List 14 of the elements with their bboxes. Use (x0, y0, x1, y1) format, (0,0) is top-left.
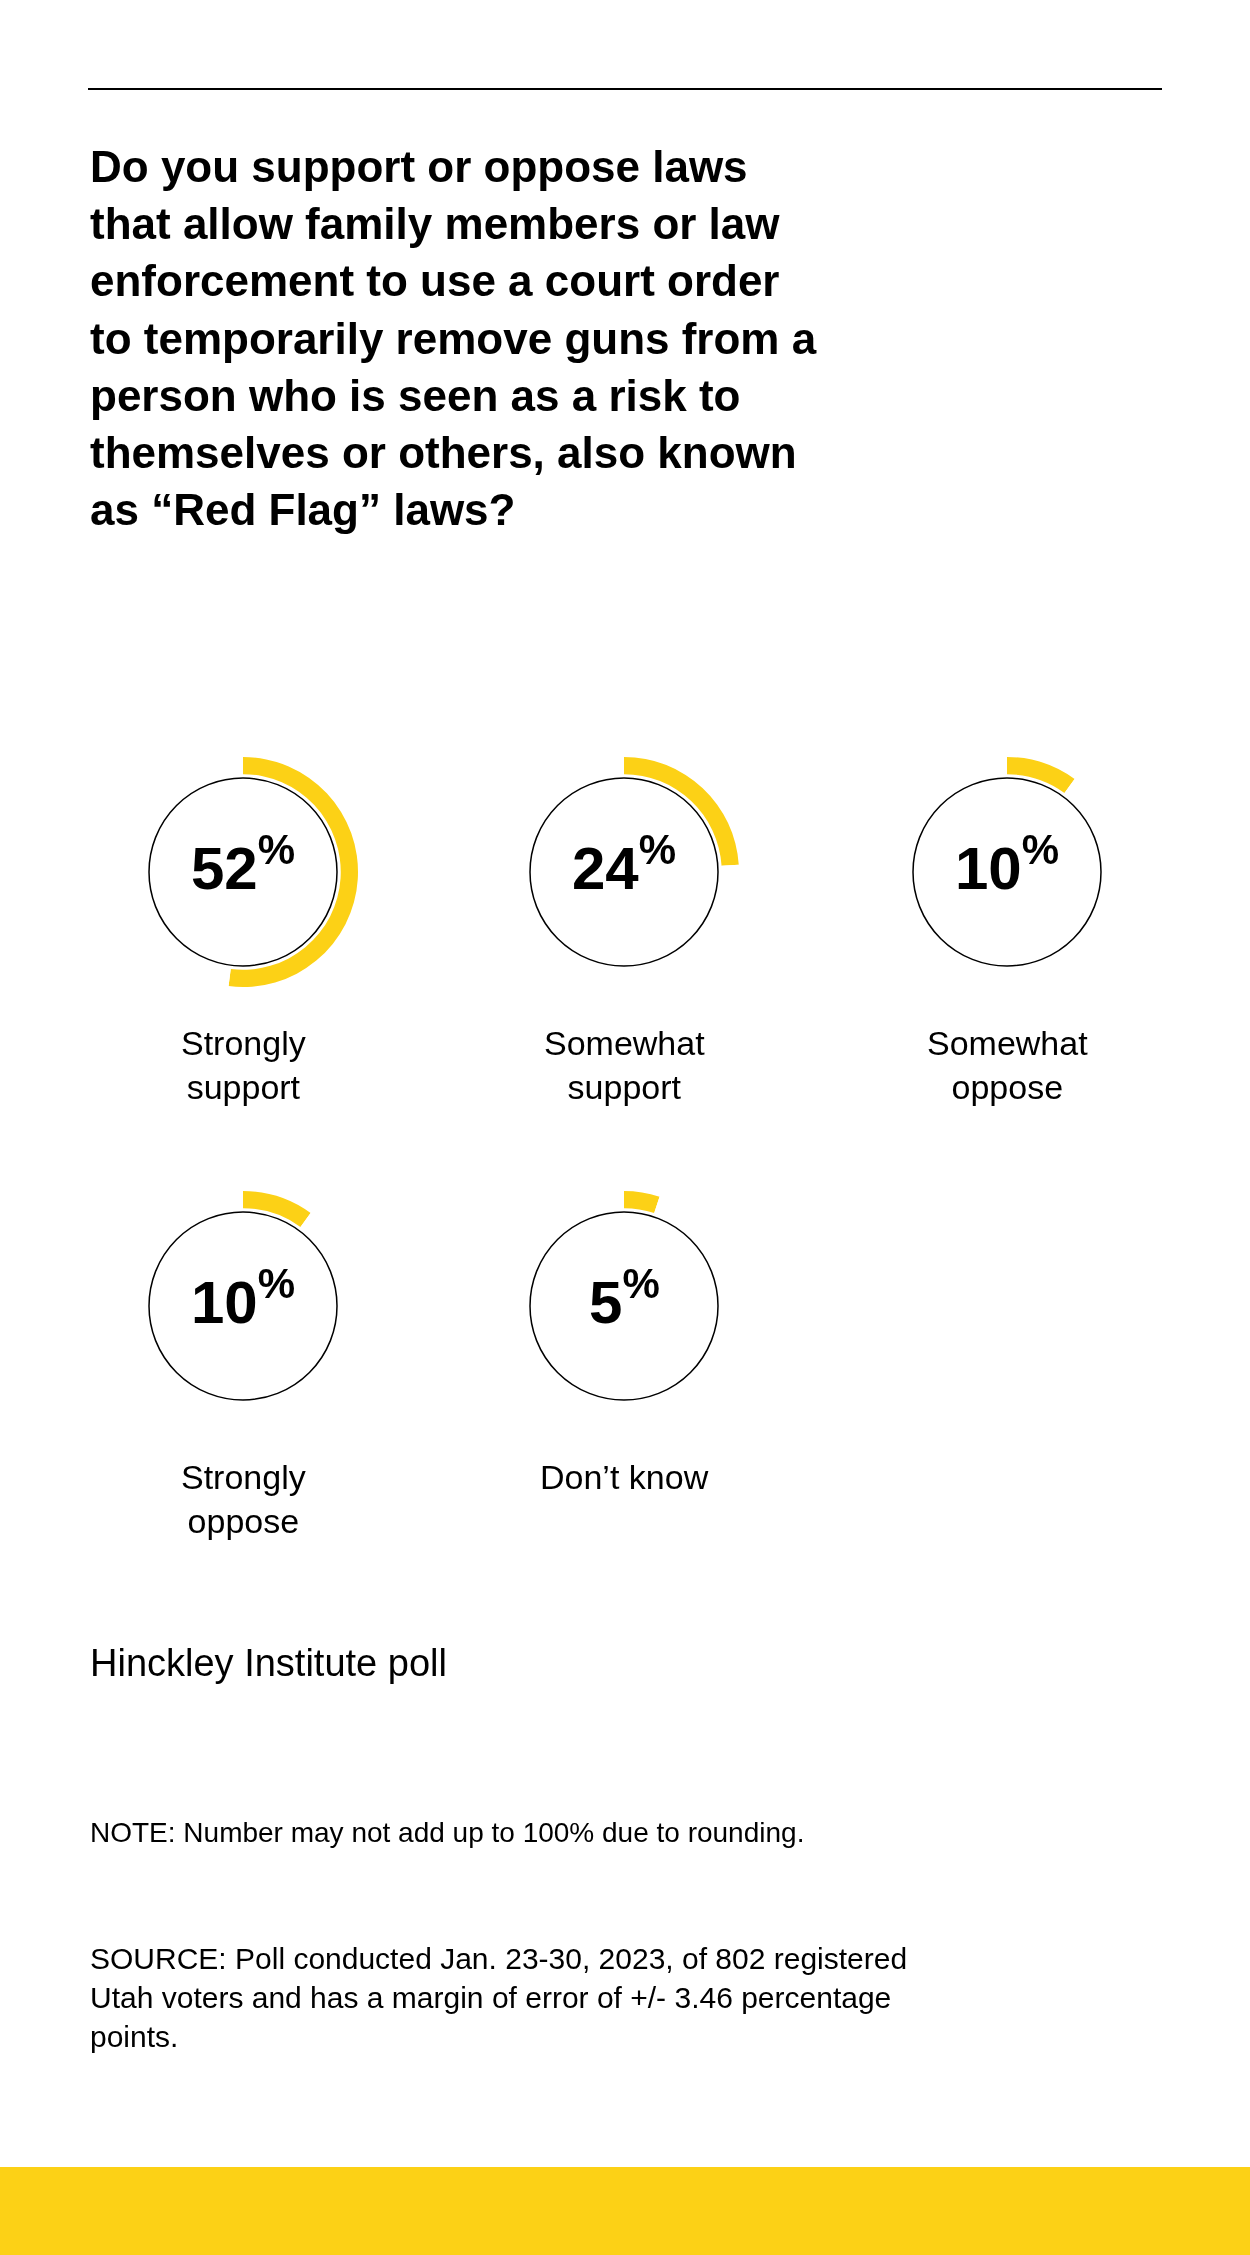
text: Strongly oppose (181, 1458, 306, 1541)
text: NOTE: Number may not add up to 100% due to rounding. (90, 1817, 805, 1848)
text: Don’t know (540, 1458, 709, 1496)
text: Do you support or oppose laws that allow family members or law enforcement to use a court order to temporarily remove guns from a person who is seen as a risk to themselves or others, also known as “Red Flag” laws? (90, 142, 817, 535)
text: Somewhat oppose (927, 1024, 1089, 1107)
text: Hinckley Institute poll (90, 1642, 447, 1684)
source-note: SOURCE: Poll conducted Jan. 23-30, 2023, of 802 registered Utah voters and has a margin of error of +/- 3.46 percentage points. (90, 1942, 908, 2053)
data-label: 24$^{%}$ (572, 826, 677, 903)
text: Strongly support (181, 1024, 306, 1107)
data-label: 52$^{%}$ (191, 826, 296, 903)
text: Somewhat support (544, 1024, 706, 1107)
data-label: 10$^{%}$ (955, 826, 1060, 903)
data-label: 10$^{%}$ (191, 1260, 296, 1337)
data-label: 5$^{%}$ (589, 1260, 660, 1337)
